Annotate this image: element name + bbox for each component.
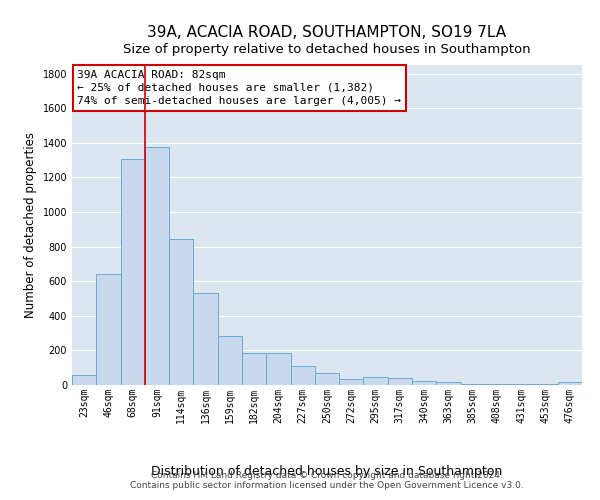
- Bar: [461, 384, 485, 385]
- Bar: [533, 384, 558, 385]
- Bar: [436, 382, 461, 385]
- Bar: [388, 378, 412, 385]
- Bar: [412, 380, 436, 385]
- Y-axis label: Number of detached properties: Number of detached properties: [24, 132, 37, 318]
- Text: 39A ACACIA ROAD: 82sqm
← 25% of detached houses are smaller (1,382)
74% of semi-: 39A ACACIA ROAD: 82sqm ← 25% of detached…: [77, 70, 401, 106]
- Bar: [558, 382, 582, 385]
- Text: 39A, ACACIA ROAD, SOUTHAMPTON, SO19 7LA: 39A, ACACIA ROAD, SOUTHAMPTON, SO19 7LA: [148, 25, 506, 40]
- Bar: [169, 239, 193, 385]
- Bar: [315, 373, 339, 385]
- Bar: [72, 376, 96, 385]
- Bar: [145, 147, 169, 385]
- Bar: [509, 384, 533, 385]
- Bar: [218, 336, 242, 385]
- Bar: [121, 160, 145, 385]
- X-axis label: Distribution of detached houses by size in Southampton: Distribution of detached houses by size …: [151, 464, 503, 477]
- Bar: [364, 377, 388, 385]
- Bar: [485, 384, 509, 385]
- Text: Size of property relative to detached houses in Southampton: Size of property relative to detached ho…: [123, 42, 531, 56]
- Bar: [193, 294, 218, 385]
- Bar: [339, 379, 364, 385]
- Bar: [96, 274, 121, 385]
- Bar: [290, 366, 315, 385]
- Bar: [242, 353, 266, 385]
- Text: Contains HM Land Registry data © Crown copyright and database right 2024.
Contai: Contains HM Land Registry data © Crown c…: [130, 470, 524, 490]
- Bar: [266, 353, 290, 385]
